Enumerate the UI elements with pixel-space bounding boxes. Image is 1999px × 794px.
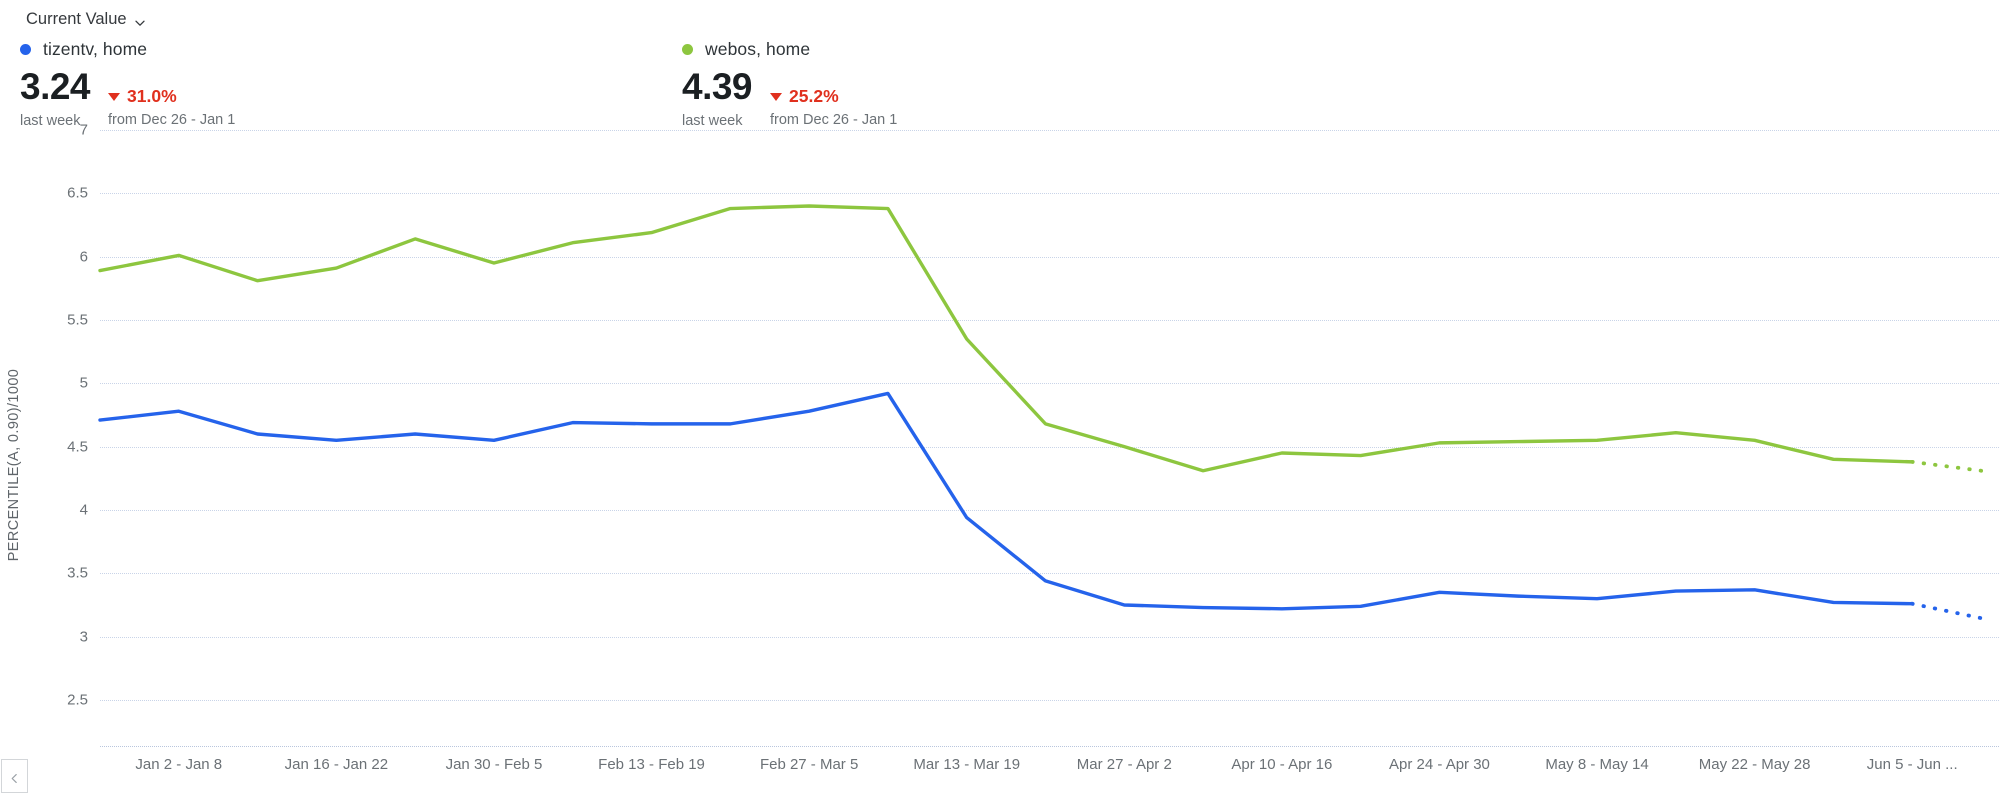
y-axis-tick-label: 5 bbox=[79, 374, 88, 392]
series-name: webos, home bbox=[705, 38, 811, 59]
series-legend-webos: webos, home bbox=[682, 38, 897, 60]
gridline bbox=[100, 320, 1999, 321]
metric-delta-caption: from Dec 26 - Jan 1 bbox=[108, 112, 236, 128]
series-forecast-line bbox=[1910, 459, 1993, 474]
x-axis-tick-label: Mar 13 - Mar 19 bbox=[913, 756, 1021, 773]
gridline bbox=[100, 573, 1999, 575]
x-axis-tick-label: Feb 13 - Feb 19 bbox=[598, 756, 705, 773]
series-legend-tizentv: tizentv, home bbox=[20, 38, 235, 60]
x-axis-tick-label: Jan 2 - Jan 8 bbox=[135, 756, 223, 773]
series-lines bbox=[98, 204, 1993, 623]
x-axis-line bbox=[100, 746, 1999, 747]
metric-value-block: 3.24 last week bbox=[20, 66, 91, 129]
x-axis-tick-label: Apr 10 - Apr 16 bbox=[1231, 756, 1333, 773]
y-axis-tick-label: 2.5 bbox=[67, 691, 88, 709]
x-axis-tick-label: May 22 - May 28 bbox=[1698, 756, 1811, 773]
series-metrics: 3.24 last week 31.0% from Dec 26 - Jan 1 bbox=[20, 66, 235, 129]
chevron-down-icon bbox=[134, 15, 146, 27]
x-axis-tick-label: Jan 16 - Jan 22 bbox=[284, 756, 389, 773]
gridline bbox=[100, 256, 1999, 258]
current-value-label: Current Value bbox=[26, 10, 127, 28]
gridline bbox=[100, 446, 1999, 448]
gridline bbox=[100, 193, 1999, 195]
series-color-dot bbox=[20, 43, 31, 55]
plot-area bbox=[98, 120, 1999, 750]
metric-delta-value: 25.2% bbox=[789, 85, 839, 106]
series-card-tizentv[interactable]: tizentv, home 3.24 last week 31.0% from … bbox=[20, 38, 235, 129]
gridline bbox=[100, 700, 1999, 701]
series-metrics: 4.39 last week 25.2% from Dec 26 - Jan 1 bbox=[682, 66, 897, 129]
metric-delta-row: 31.0% bbox=[108, 81, 235, 111]
metric-delta-value: 31.0% bbox=[127, 85, 177, 106]
metric-delta-row: 25.2% bbox=[770, 81, 897, 111]
x-axis-tick-label: Jan 30 - Feb 5 bbox=[445, 756, 543, 773]
metric-value: 4.39 bbox=[682, 66, 753, 107]
metric-delta-caption: from Dec 26 - Jan 1 bbox=[770, 112, 898, 128]
x-axis-tick-label: Apr 24 - Apr 30 bbox=[1389, 756, 1490, 773]
metric-value: 3.24 bbox=[20, 66, 91, 107]
series-line bbox=[98, 391, 1914, 611]
line-chart: PERCENTILE(A, 0.90)/1000 7 6.5 6 5.5 5 4.5 4 3.… bbox=[0, 120, 1999, 773]
y-axis-title: PERCENTILE(A, 0.90)/1000 bbox=[6, 368, 22, 562]
metric-delta-block: 25.2% from Dec 26 - Jan 1 bbox=[770, 81, 897, 129]
x-axis-tick-label: Mar 27 - Apr 2 bbox=[1076, 756, 1172, 773]
y-axis-tick-label: 3 bbox=[79, 628, 88, 646]
series-forecast-line bbox=[1910, 601, 1993, 623]
y-axis-tick-label: 6.5 bbox=[67, 184, 88, 202]
y-axis-ticks: 7 6.5 6 5.5 5 4.5 4 3.5 3 2.5 bbox=[26, 120, 88, 750]
gridline bbox=[100, 383, 1999, 385]
metric-value-caption: last week bbox=[20, 113, 81, 129]
series-line bbox=[98, 204, 1914, 473]
series-color-dot bbox=[682, 43, 693, 55]
y-axis-tick-label: 5.5 bbox=[67, 311, 88, 329]
x-axis-tick-label: Feb 27 - Mar 5 bbox=[759, 756, 859, 773]
series-name: tizentv, home bbox=[43, 38, 148, 59]
y-axis-tick-label: 4.5 bbox=[67, 438, 88, 456]
gridline bbox=[100, 130, 1999, 131]
x-axis-tick-label: May 8 - May 14 bbox=[1545, 756, 1649, 773]
chevron-left-icon bbox=[9, 771, 20, 783]
y-axis-tick-label: 4 bbox=[79, 501, 88, 519]
gridline bbox=[100, 510, 1999, 511]
current-value-dropdown[interactable]: Current Value bbox=[24, 8, 148, 31]
metric-value-block: 4.39 last week bbox=[682, 66, 753, 129]
arrow-down-icon bbox=[770, 93, 783, 101]
metric-value-caption: last week bbox=[682, 113, 743, 129]
gridline bbox=[100, 636, 1999, 638]
previous-page-button[interactable] bbox=[1, 759, 28, 793]
x-axis-tick-label: Jun 5 - Jun ... bbox=[1866, 756, 1958, 773]
series-card-webos[interactable]: webos, home 4.39 last week 25.2% from De… bbox=[682, 38, 897, 129]
arrow-down-icon bbox=[108, 93, 121, 101]
y-axis-tick-label: 7 bbox=[79, 121, 88, 139]
x-axis-ticks: Jan 2 - Jan 8 Jan 16 - Jan 22 Jan 30 - Feb… bbox=[100, 756, 1999, 786]
metric-delta-block: 31.0% from Dec 26 - Jan 1 bbox=[108, 81, 235, 129]
y-axis-tick-label: 3.5 bbox=[67, 564, 88, 582]
y-axis-tick-label: 6 bbox=[79, 248, 88, 266]
